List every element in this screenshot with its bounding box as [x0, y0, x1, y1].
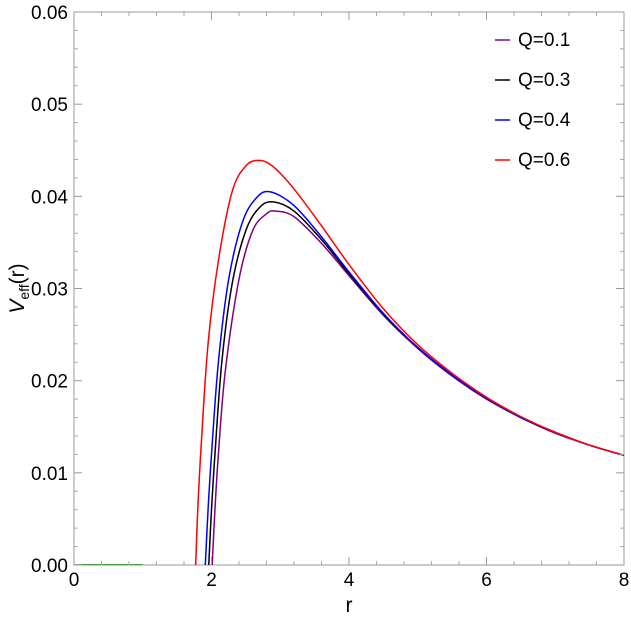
- x-tick-label: 0: [69, 570, 80, 591]
- x-tick-label: 4: [344, 570, 355, 591]
- plot-area: 0 2 4 6 8 0.00 0.01 0.02 0.03 0.04 0.05 0.06: [31, 3, 629, 591]
- x-tick-label: 2: [206, 570, 217, 591]
- y-axis-label-main: V: [6, 298, 29, 314]
- y-tick-label: 0.06: [31, 3, 68, 24]
- series-line-q-0-3: [208, 200, 624, 565]
- y-tick-label: 0.03: [31, 280, 68, 301]
- x-tick-label: 6: [481, 570, 492, 591]
- y-tick-label: 0.04: [31, 187, 68, 208]
- series-line-q-0-4: [204, 190, 624, 565]
- series-layer: [74, 159, 624, 565]
- x-axis-label: r: [346, 594, 353, 617]
- y-axis-label-sub: eff: [16, 284, 32, 299]
- y-tick-label: 0.01: [31, 464, 68, 485]
- series-line-q-0-1: [211, 210, 624, 565]
- legend-label: Q=0.3: [518, 70, 570, 91]
- y-axis-label: Veff(r): [6, 263, 32, 313]
- y-tick-label: 0.05: [31, 95, 68, 116]
- y-tick-label: 0.00: [31, 556, 68, 577]
- legend-label: Q=0.4: [518, 110, 571, 131]
- legend-label: Q=0.1: [518, 30, 570, 51]
- series-line-q-0-6: [194, 159, 624, 565]
- legend-label: Q=0.6: [518, 150, 570, 171]
- x-tick-label: 8: [619, 570, 630, 591]
- legend: Q=0.1 Q=0.3 Q=0.4 Q=0.6: [495, 30, 571, 171]
- y-axis-label-arg: (r): [6, 263, 29, 284]
- ticks-layer: 0 2 4 6 8 0.00 0.01 0.02 0.03 0.04 0.05 0.06: [31, 3, 629, 591]
- plot-frame: [73, 11, 625, 566]
- series-line-q-0-6-tail: [194, 564, 196, 565]
- y-tick-label: 0.02: [31, 372, 68, 393]
